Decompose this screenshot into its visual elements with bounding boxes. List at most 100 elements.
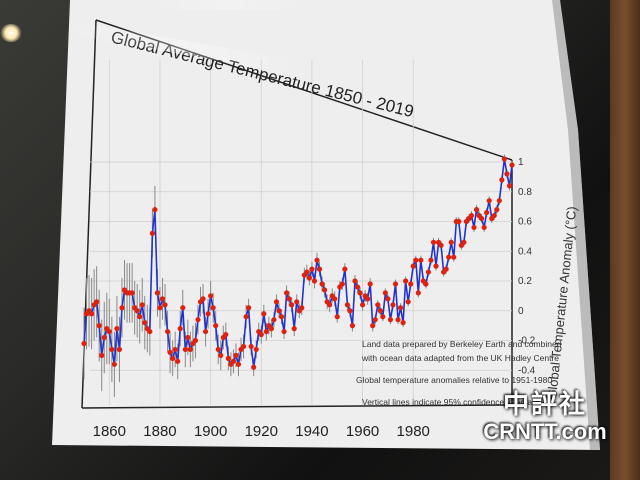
data-point (334, 314, 340, 320)
data-point (332, 296, 338, 302)
data-point (278, 314, 285, 320)
data-point (471, 224, 477, 231)
y-tick-labels: -0.4 -0.2 0 0.2 0.4 0.6 0.8 1 (518, 157, 536, 376)
data-point (367, 281, 373, 287)
data-point (428, 257, 434, 263)
note-line-3: Global temperature anomalies relative to… (356, 375, 552, 385)
x-tick-label: 1980 (397, 423, 430, 440)
data-point (157, 305, 163, 311)
data-point (479, 215, 485, 222)
x-tick-label: 1920 (245, 423, 278, 440)
data-point (200, 296, 206, 302)
data-point (261, 311, 267, 317)
glare-band (60, 19, 300, 75)
data-point (390, 302, 396, 308)
data-point (423, 281, 429, 287)
data-point (172, 346, 178, 353)
data-point (400, 320, 406, 326)
data-point (306, 275, 312, 281)
data-point (187, 346, 193, 353)
data-point (101, 334, 107, 341)
data-point (96, 323, 102, 329)
data-point (251, 364, 257, 370)
data-point (311, 278, 318, 284)
data-point (195, 317, 201, 323)
data-point (433, 263, 439, 269)
data-point (162, 302, 168, 308)
data-point (294, 299, 300, 305)
data-point (88, 311, 95, 317)
data-point (408, 281, 414, 287)
data-point (152, 207, 158, 213)
y-tick-label: 1 (518, 157, 524, 168)
x-tick-label: 1900 (194, 423, 227, 440)
data-point (415, 290, 421, 296)
data-point (387, 317, 394, 323)
note-line-2: with ocean data adapted from the UK Hadl… (361, 353, 559, 363)
data-point (481, 224, 487, 231)
data-point (496, 198, 502, 204)
data-point (349, 323, 356, 329)
plot-bottom-axis (81, 404, 513, 409)
data-point (271, 317, 277, 323)
data-point (147, 328, 153, 335)
data-point (248, 343, 254, 350)
data-point (370, 323, 376, 329)
data-point (240, 343, 247, 350)
data-point (347, 308, 353, 314)
data-point (410, 263, 416, 269)
data-point (109, 346, 115, 353)
data-point (149, 230, 155, 236)
data-point (276, 308, 282, 314)
data-point (357, 290, 363, 296)
data-point (443, 266, 449, 272)
data-point (116, 346, 123, 353)
data-point (134, 308, 140, 314)
data-point (316, 266, 323, 272)
data-point (342, 266, 348, 272)
data-point (377, 308, 383, 314)
x-tick-label: 1960 (346, 423, 379, 440)
data-point (218, 352, 224, 358)
data-point (137, 314, 143, 320)
data-point (208, 293, 214, 299)
data-point (286, 296, 292, 302)
data-point (392, 281, 399, 287)
watermark-chinese: 中評社 (502, 389, 587, 419)
data-point (314, 257, 320, 263)
data-point (243, 314, 249, 320)
y-tick-label: 0.2 (518, 276, 532, 287)
data-point (205, 311, 211, 317)
data-point (119, 305, 125, 311)
data-point (504, 171, 510, 177)
data-point (405, 299, 411, 305)
data-point (114, 326, 120, 332)
y-tick-label: 0 (518, 306, 524, 317)
data-point (395, 317, 401, 323)
data-point (438, 242, 444, 248)
data-point (304, 269, 310, 275)
data-point (182, 346, 188, 353)
data-point (461, 239, 467, 245)
data-point (446, 254, 452, 260)
data-point (448, 239, 454, 245)
data-point (111, 361, 117, 367)
data-point (185, 334, 191, 341)
data-point (233, 352, 239, 358)
x-tick-labels: 1860 1880 1900 1920 1940 1960 1980 (93, 423, 430, 440)
data-point (180, 305, 186, 311)
data-point (139, 302, 145, 308)
screen-shadow (552, 0, 600, 450)
data-point (106, 328, 112, 335)
y-tick-label: 0.8 (518, 187, 532, 198)
note-line-1: Land data prepared by Berkeley Earth and… (362, 339, 562, 349)
data-point (430, 239, 437, 245)
data-point (403, 278, 409, 284)
data-point (177, 326, 183, 332)
data-point (413, 257, 419, 263)
data-point (491, 212, 497, 219)
data-point (192, 337, 199, 344)
x-tick-label: 1880 (143, 423, 176, 440)
data-point (321, 287, 328, 293)
